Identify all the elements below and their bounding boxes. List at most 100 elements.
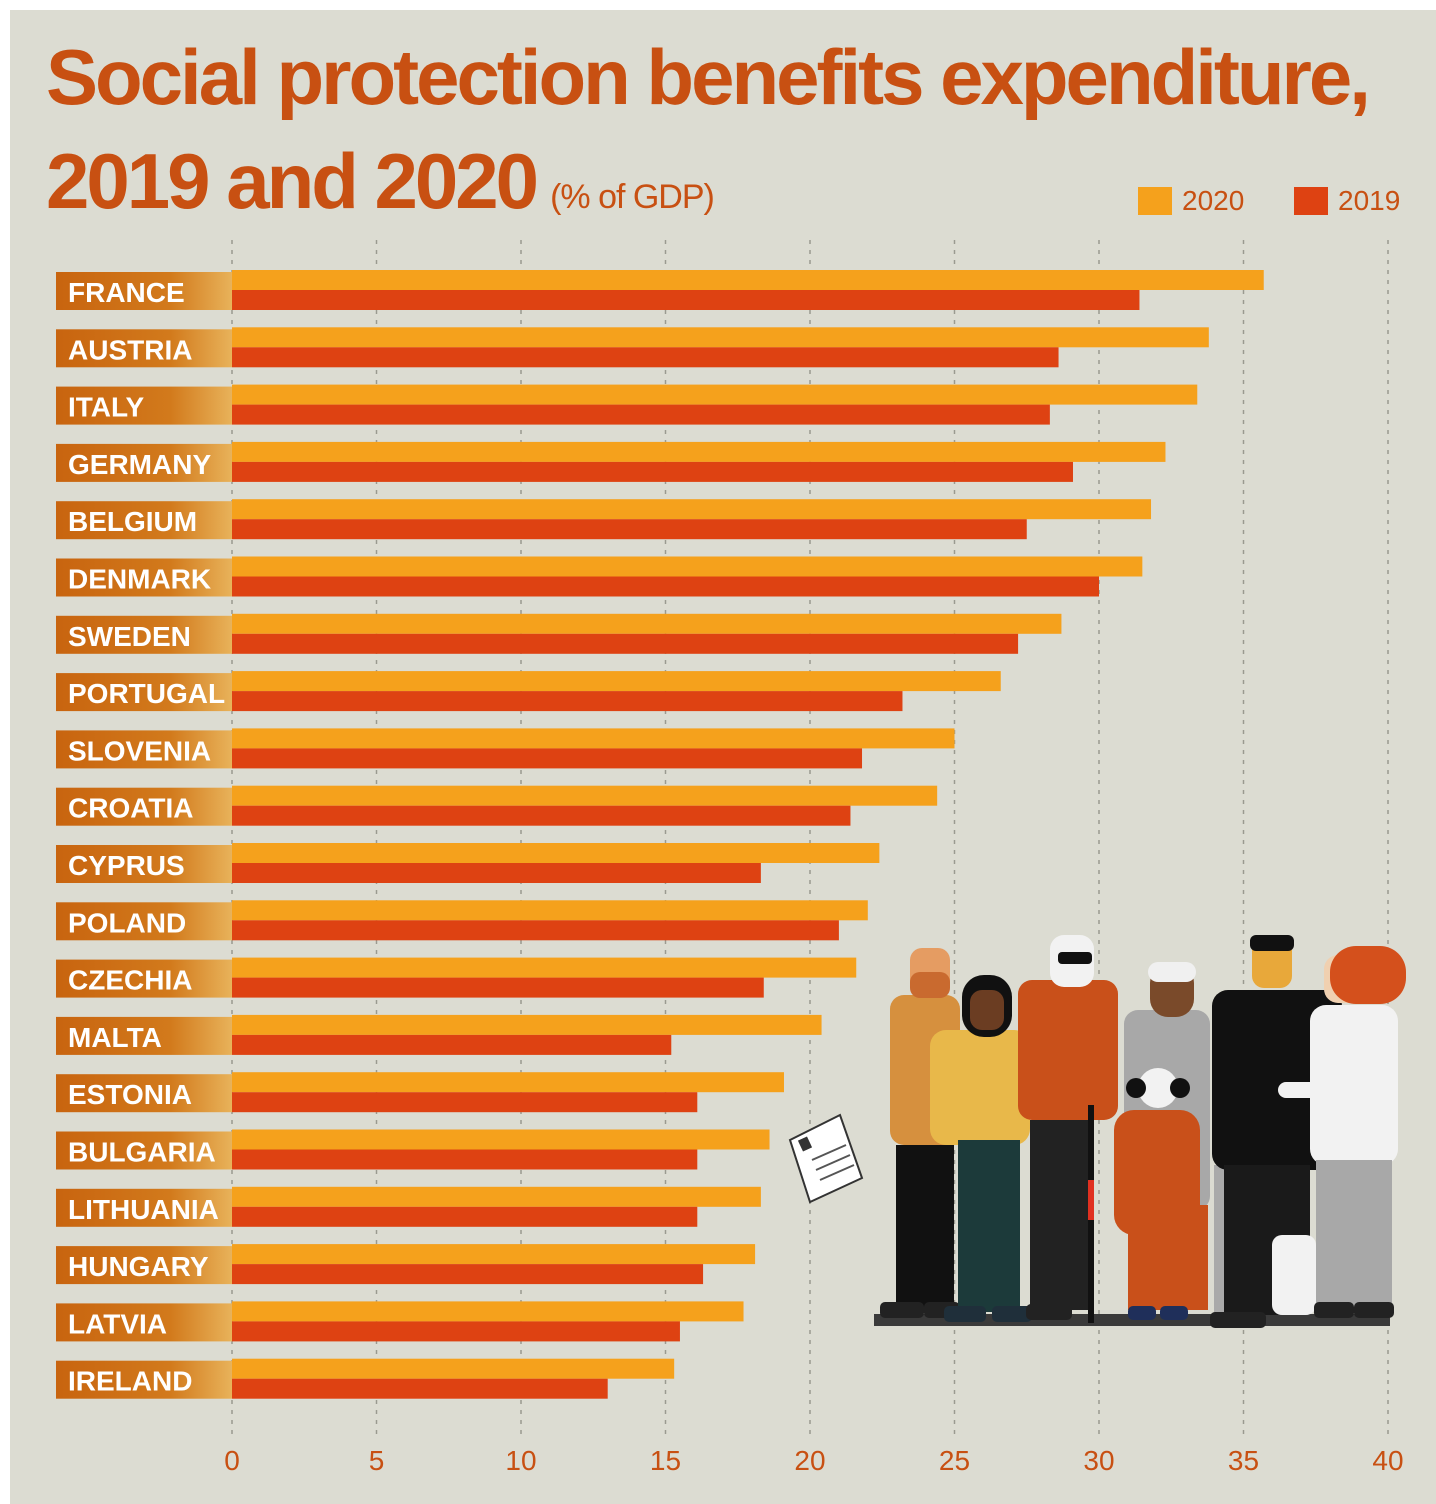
chart-title-line-1: Social protection benefits expenditure, <box>46 33 1371 121</box>
country-label-lithuania: LITHUANIA <box>68 1194 219 1225</box>
bar-latvia-2019 <box>232 1321 680 1342</box>
x-tick-label-0: 0 <box>224 1445 240 1476</box>
country-label-slovenia: SLOVENIA <box>68 735 211 766</box>
chart-subtitle: (% of GDP) <box>550 178 715 216</box>
people-illustration <box>788 935 1406 1328</box>
legend-item-2019: 2019 <box>1294 185 1400 216</box>
country-label-denmark: DENMARK <box>68 564 211 595</box>
bar-malta-2020 <box>232 1014 822 1035</box>
country-label-hungary: HUNGARY <box>68 1251 209 1282</box>
country-label-bulgaria: BULGARIA <box>68 1137 216 1168</box>
country-label-box-cyprus <box>56 845 232 883</box>
bar-italy-2019 <box>232 404 1050 425</box>
country-label-poland: POLAND <box>68 907 186 938</box>
x-tick-label-5: 5 <box>369 1445 385 1476</box>
x-tick-label-25: 25 <box>939 1445 970 1476</box>
bar-denmark-2019 <box>232 576 1099 597</box>
bar-hungary-2020 <box>232 1244 756 1265</box>
bar-germany-2019 <box>232 461 1073 482</box>
x-tick-label-35: 35 <box>1228 1445 1259 1476</box>
bar-lithuania-2019 <box>232 1206 698 1227</box>
bar-slovenia-2019 <box>232 748 863 769</box>
bar-austria-2020 <box>232 327 1209 348</box>
bar-cyprus-2020 <box>232 843 880 863</box>
country-label-box-hungary <box>56 1246 232 1285</box>
bar-sweden-2019 <box>232 633 1019 654</box>
country-label-latvia: LATVIA <box>68 1308 167 1339</box>
legend-swatch-2020 <box>1138 187 1172 215</box>
bar-denmark-2020 <box>232 556 1143 577</box>
person-man-sunglasses <box>1018 935 1118 1323</box>
country-label-portugal: PORTUGAL <box>68 678 225 709</box>
bar-czechia-2020 <box>232 957 857 978</box>
bar-sweden-2020 <box>232 613 1062 634</box>
bar-poland-2019 <box>232 920 839 941</box>
country-label-box-france <box>56 272 232 310</box>
country-label-box-italy <box>56 386 232 425</box>
country-label-box-austria <box>56 329 232 368</box>
country-label-box-belgium <box>56 501 232 540</box>
bar-bulgaria-2020 <box>232 1129 770 1150</box>
country-label-ireland: IRELAND <box>68 1366 192 1397</box>
country-label-box-sweden <box>56 615 232 654</box>
bar-ireland-2019 <box>232 1378 608 1399</box>
country-label-austria: AUSTRIA <box>68 334 192 365</box>
bar-italy-2020 <box>232 384 1198 405</box>
bar-belgium-2019 <box>232 519 1027 540</box>
x-tick-label-30: 30 <box>1083 1445 1114 1476</box>
country-label-malta: MALTA <box>68 1022 162 1053</box>
country-label-france: FRANCE <box>68 277 185 308</box>
country-label-box-lithuania <box>56 1188 232 1227</box>
country-label-estonia: ESTONIA <box>68 1079 192 1110</box>
bar-poland-2020 <box>232 900 868 921</box>
person-girl-dotted-dress <box>1114 1068 1200 1320</box>
country-labels: FRANCE AUSTRIA ITALY GERMANY BELGIUM DENMARK S… <box>56 272 232 1399</box>
x-tick-label-40: 40 <box>1372 1445 1403 1476</box>
country-label-box-ireland <box>56 1360 232 1399</box>
bar-lithuania-2020 <box>232 1186 761 1207</box>
bar-malta-2019 <box>232 1034 672 1055</box>
legend-item-2020: 2020 <box>1138 185 1245 216</box>
bar-portugal-2019 <box>232 691 903 712</box>
country-label-box-poland <box>56 902 232 941</box>
country-label-italy: ITALY <box>68 392 145 423</box>
country-label-box-latvia <box>56 1303 232 1342</box>
bar-austria-2019 <box>232 347 1059 368</box>
x-tick-label-15: 15 <box>650 1445 681 1476</box>
bar-croatia-2019 <box>232 805 851 826</box>
bar-belgium-2020 <box>232 499 1152 520</box>
gridlines <box>231 240 1389 1440</box>
bar-slovenia-2020 <box>232 728 955 749</box>
bar-france-2019 <box>232 290 1140 310</box>
bar-estonia-2020 <box>232 1072 784 1093</box>
bar-germany-2020 <box>232 441 1166 462</box>
country-label-croatia: CROATIA <box>68 793 193 824</box>
person-nurse <box>1278 946 1406 1318</box>
country-label-box-croatia <box>56 787 232 826</box>
bar-bulgaria-2019 <box>232 1149 698 1170</box>
bar-cyprus-2019 <box>232 863 761 883</box>
country-label-belgium: BELGIUM <box>68 506 197 537</box>
x-tick-label-20: 20 <box>794 1445 825 1476</box>
country-label-sweden: SWEDEN <box>68 621 191 652</box>
document-icon <box>788 1113 864 1204</box>
bar-croatia-2020 <box>232 785 938 806</box>
bar-ireland-2020 <box>232 1358 675 1379</box>
country-label-germany: GERMANY <box>68 449 211 480</box>
legend-label-2020: 2020 <box>1182 185 1245 216</box>
bar-czechia-2019 <box>232 977 764 998</box>
bar-latvia-2020 <box>232 1301 744 1322</box>
bar-france-2020 <box>232 270 1264 290</box>
chart-title-line-2: 2019 and 2020 (% of GDP) <box>46 142 715 220</box>
bar-hungary-2019 <box>232 1264 704 1285</box>
legend-swatch-2019 <box>1294 187 1328 215</box>
country-label-czechia: CZECHIA <box>68 965 192 996</box>
bar-estonia-2019 <box>232 1092 698 1113</box>
person-woman-yellow <box>930 975 1032 1322</box>
country-label-box-czechia <box>56 959 232 998</box>
x-axis-ticks: 0 5 10 15 20 25 30 35 40 <box>224 1445 1403 1476</box>
country-label-box-estonia <box>56 1074 232 1113</box>
country-label-box-bulgaria <box>56 1131 232 1170</box>
country-label-box-germany <box>56 443 232 482</box>
